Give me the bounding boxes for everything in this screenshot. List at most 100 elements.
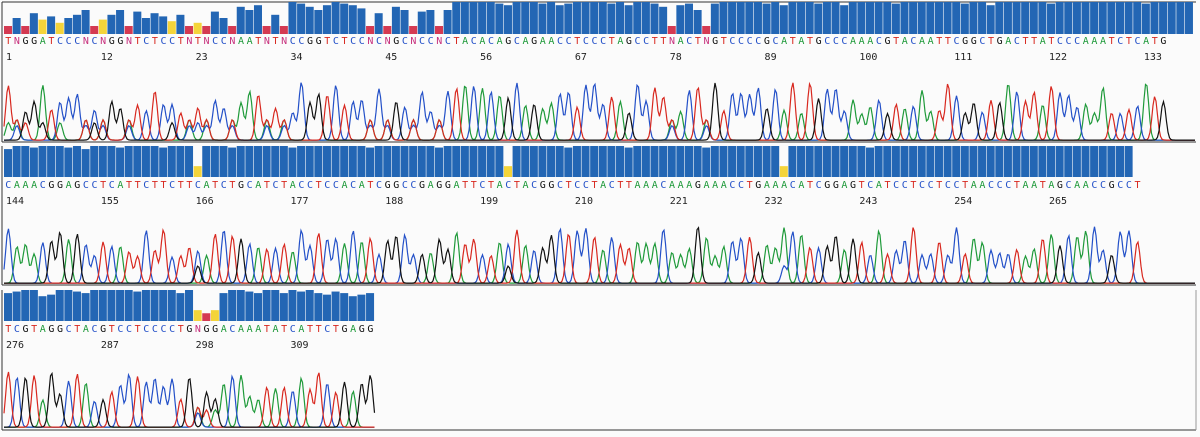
base-call: A — [462, 36, 468, 47]
quality-bar — [262, 290, 271, 321]
trace-T — [4, 227, 1195, 284]
base-call: C — [876, 36, 882, 47]
base-call: C — [273, 180, 279, 191]
quality-bar — [659, 146, 668, 177]
base-call: N — [281, 36, 287, 47]
base-call: G — [385, 180, 391, 191]
base-call: G — [962, 36, 968, 47]
position-tick-label: 298 — [196, 340, 214, 351]
quality-bar — [1098, 146, 1107, 177]
trace-T — [3, 81, 1195, 141]
base-call: G — [1109, 180, 1115, 191]
quality-bar — [1159, 2, 1168, 34]
quality-bar — [848, 2, 857, 34]
position-tick-label: 221 — [670, 196, 688, 207]
quality-bar — [116, 147, 125, 177]
base-call: G — [393, 180, 399, 191]
quality-bar — [12, 146, 21, 177]
quality-bar — [960, 146, 969, 177]
quality-bar — [805, 146, 814, 177]
quality-bar — [478, 2, 487, 34]
quality-bar — [400, 146, 409, 177]
quality-bar — [383, 146, 392, 177]
position-tick-label: 45 — [385, 52, 397, 63]
base-call: G — [1057, 180, 1063, 191]
base-call: T — [160, 180, 166, 191]
quality-bar — [366, 26, 375, 34]
quality-bar — [4, 149, 13, 177]
quality-bar — [960, 3, 969, 34]
quality-bar — [55, 290, 64, 321]
base-call: T — [988, 36, 994, 47]
quality-bar — [116, 10, 125, 34]
quality-bar — [409, 26, 418, 34]
quality-bar — [934, 146, 943, 177]
base-call: C — [1057, 36, 1063, 47]
base-call: A — [238, 36, 244, 47]
base-call: C — [867, 180, 873, 191]
quality-bar — [219, 293, 228, 321]
quality-bar — [90, 146, 99, 177]
base-call: C — [324, 324, 330, 335]
position-tick-label: 89 — [765, 52, 777, 63]
position-tick-label: 188 — [385, 196, 403, 207]
quality-bar — [279, 293, 288, 321]
base-call: G — [971, 36, 977, 47]
base-call: G — [359, 324, 365, 335]
base-call: G — [341, 324, 347, 335]
quality-bar — [185, 290, 194, 321]
quality-bar — [866, 147, 875, 177]
base-call: T — [660, 36, 666, 47]
quality-bar — [21, 290, 30, 321]
base-call: C — [57, 36, 63, 47]
quality-bar — [331, 146, 340, 177]
base-call: T — [574, 36, 580, 47]
base-call: G — [885, 36, 891, 47]
base-call: A — [798, 180, 804, 191]
quality-bar — [857, 2, 866, 34]
quality-bar — [322, 146, 331, 177]
quality-bar — [305, 290, 314, 321]
position-tick-label: 100 — [859, 52, 877, 63]
base-call: A — [117, 180, 123, 191]
quality-bar — [986, 146, 995, 177]
quality-bar — [995, 146, 1004, 177]
base-call: A — [971, 180, 977, 191]
base-call: A — [1040, 36, 1046, 47]
base-call: C — [488, 36, 494, 47]
quality-bar — [900, 146, 909, 177]
base-call: G — [816, 36, 822, 47]
base-call: C — [902, 180, 908, 191]
base-call: C — [953, 180, 959, 191]
quality-bar — [202, 26, 211, 34]
base-call: C — [557, 36, 563, 47]
quality-bar — [297, 291, 306, 321]
base-call: C — [997, 180, 1003, 191]
base-call: G — [626, 36, 632, 47]
quality-bar — [366, 293, 375, 321]
quality-bar — [943, 146, 952, 177]
quality-bar — [581, 146, 590, 177]
quality-bar — [4, 293, 13, 321]
quality-bar — [891, 3, 900, 34]
base-call: T — [454, 36, 460, 47]
quality-bar — [297, 3, 306, 34]
base-call: G — [833, 180, 839, 191]
quality-bar — [1029, 2, 1038, 34]
base-call: C — [574, 180, 580, 191]
trace-G — [4, 226, 1195, 284]
base-call: C — [160, 324, 166, 335]
quality-bar — [452, 146, 461, 177]
quality-bar — [607, 3, 616, 34]
quality-bar — [564, 147, 573, 177]
base-call: T — [462, 180, 468, 191]
quality-bar — [253, 5, 262, 34]
quality-bar — [409, 146, 418, 177]
base-call: C — [376, 36, 382, 47]
position-tick-label: 166 — [196, 196, 214, 207]
quality-bar — [210, 146, 219, 177]
quality-bar — [814, 146, 823, 177]
base-call: A — [678, 180, 684, 191]
base-call: G — [23, 36, 29, 47]
